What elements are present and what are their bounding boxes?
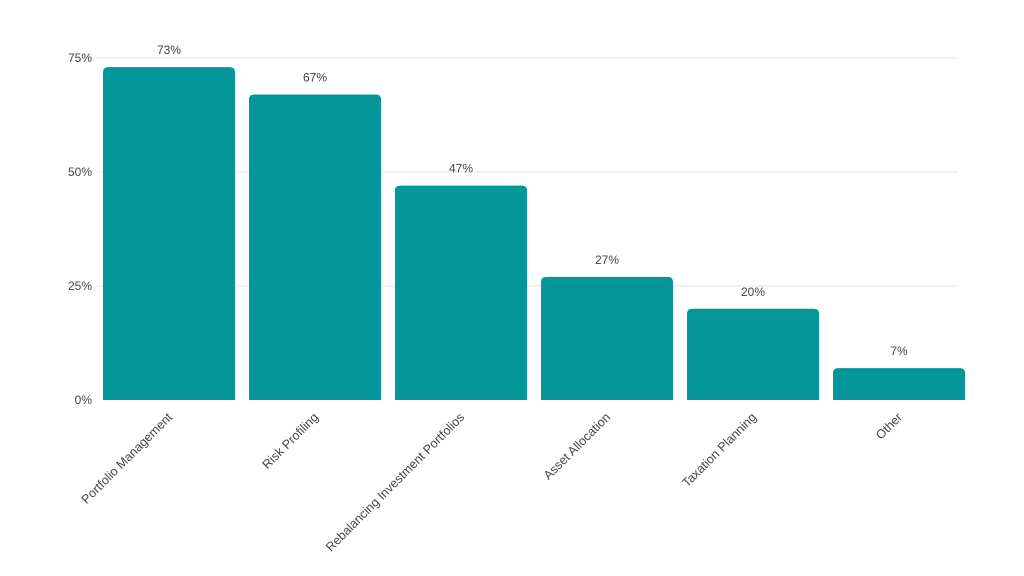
x-tick-label: Taxation Planning (679, 410, 759, 490)
y-tick-label: 0% (75, 393, 93, 407)
bar (395, 185, 527, 400)
bar (249, 94, 381, 400)
data-label: 73% (157, 43, 181, 57)
bar (833, 368, 965, 400)
y-axis-ticks: 0% 25% 50% 75% (68, 51, 92, 407)
x-tick-label: Risk Profiling (260, 410, 322, 472)
y-tick-label: 50% (68, 165, 92, 179)
data-labels: 73% 67% 47% 27% 20% 7% (157, 43, 908, 358)
data-label: 67% (303, 70, 327, 84)
data-label: 7% (890, 344, 908, 358)
x-tick-label: Other (873, 410, 905, 442)
data-label: 20% (741, 285, 765, 299)
x-axis-labels: Portfolio Management Risk Profiling Rebala… (79, 410, 905, 554)
x-tick-label: Portfolio Management (79, 410, 176, 507)
bar (541, 276, 673, 400)
bars (103, 67, 965, 401)
x-tick-label: Rebalancing Investment Portfolios (323, 410, 467, 554)
data-label: 27% (595, 253, 619, 267)
y-tick-label: 75% (68, 51, 92, 65)
data-label: 47% (449, 162, 473, 176)
x-tick-label: Asset Allocation (541, 410, 613, 482)
bar (103, 67, 235, 401)
y-tick-label: 25% (68, 279, 92, 293)
bar (687, 308, 819, 400)
